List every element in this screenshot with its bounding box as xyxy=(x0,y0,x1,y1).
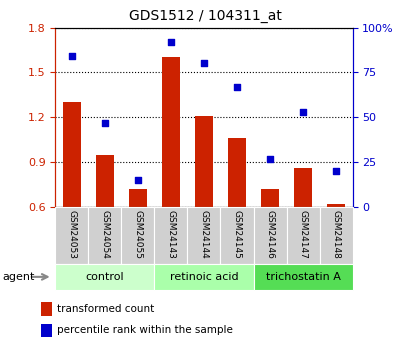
Text: GSM24055: GSM24055 xyxy=(133,210,142,259)
Point xyxy=(299,109,306,115)
Text: GDS1512 / 104311_at: GDS1512 / 104311_at xyxy=(128,9,281,23)
Bar xyxy=(154,207,187,264)
Bar xyxy=(55,264,154,290)
Text: GSM24143: GSM24143 xyxy=(166,210,175,259)
Bar xyxy=(326,204,344,207)
Text: agent: agent xyxy=(2,272,34,282)
Text: retinoic acid: retinoic acid xyxy=(169,272,238,282)
Point xyxy=(233,84,240,90)
Text: GSM24054: GSM24054 xyxy=(100,210,109,259)
Text: transformed count: transformed count xyxy=(57,304,154,314)
Text: GSM24146: GSM24146 xyxy=(265,210,274,259)
Text: control: control xyxy=(85,272,124,282)
Point xyxy=(68,53,75,59)
Bar xyxy=(319,207,352,264)
Text: percentile rank within the sample: percentile rank within the sample xyxy=(57,325,232,335)
Text: GSM24147: GSM24147 xyxy=(298,210,307,259)
Point xyxy=(134,177,141,183)
Bar xyxy=(41,324,52,337)
Bar xyxy=(220,207,253,264)
Bar xyxy=(227,138,245,207)
Bar xyxy=(286,207,319,264)
Bar xyxy=(162,58,180,207)
Point xyxy=(101,120,108,126)
Bar xyxy=(293,168,311,207)
Bar xyxy=(253,264,352,290)
Point xyxy=(332,168,339,174)
Text: trichostatin A: trichostatin A xyxy=(265,272,339,282)
Bar xyxy=(96,155,114,207)
Text: GSM24145: GSM24145 xyxy=(232,210,241,259)
Bar xyxy=(260,189,279,207)
Bar xyxy=(88,207,121,264)
Bar xyxy=(194,116,213,207)
Bar xyxy=(55,207,88,264)
Bar xyxy=(128,189,147,207)
Text: GSM24053: GSM24053 xyxy=(67,210,76,259)
Text: GSM24144: GSM24144 xyxy=(199,210,208,259)
Bar xyxy=(187,207,220,264)
Bar xyxy=(121,207,154,264)
Bar xyxy=(154,264,253,290)
Bar xyxy=(63,102,81,207)
Point xyxy=(266,156,273,161)
Point xyxy=(167,39,174,45)
Bar xyxy=(253,207,286,264)
Point xyxy=(200,61,207,66)
Bar xyxy=(41,302,52,316)
Text: GSM24148: GSM24148 xyxy=(331,210,340,259)
